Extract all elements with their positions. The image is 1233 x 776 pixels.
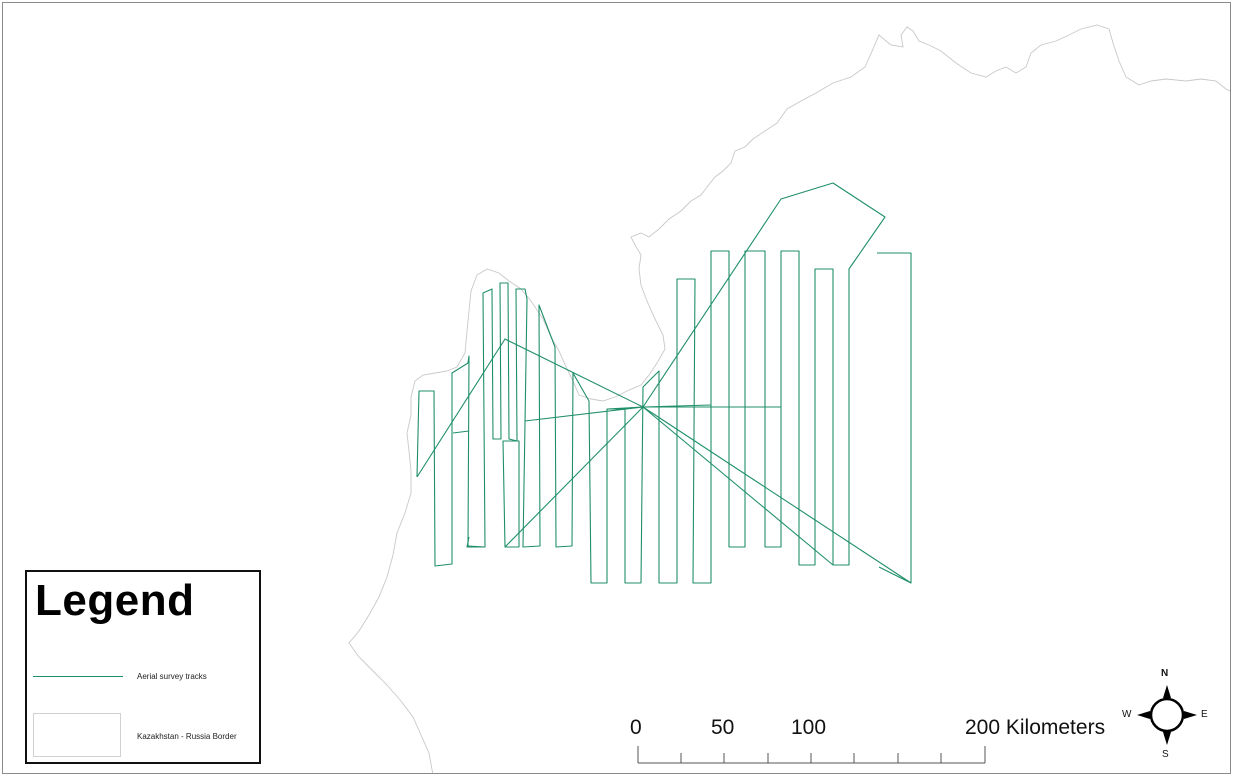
- survey-track-transit-5: [642, 406, 834, 566]
- scale-label-200: 200 Kilometers: [965, 716, 1106, 739]
- legend-label-tracks: Aerial survey tracks: [137, 672, 207, 681]
- survey-track-short-1: [452, 430, 470, 434]
- legend-title: Legend: [35, 576, 195, 625]
- scale-bar-graphic: [637, 746, 986, 764]
- aerial-survey-tracks: [416, 182, 912, 584]
- kazakhstan-russia-border: [348, 24, 1230, 773]
- compass-n: N: [1161, 668, 1169, 679]
- survey-track-east: [877, 252, 912, 584]
- map-canvas[interactable]: [3, 3, 1231, 774]
- compass-e: E: [1201, 709, 1208, 720]
- north-arrow-icon: [1137, 685, 1197, 745]
- survey-track-transit-7: [606, 404, 712, 410]
- compass-w: W: [1122, 709, 1132, 720]
- survey-track-swatch: [33, 676, 123, 677]
- survey-track-transit-1: [416, 338, 644, 478]
- compass-s: S: [1162, 749, 1169, 760]
- scale-label-100: 100: [791, 716, 827, 739]
- border-swatch: [33, 713, 121, 757]
- survey-track-short-2: [466, 536, 485, 548]
- scale-label-0: 0: [630, 716, 642, 739]
- survey-track-transit-4: [642, 406, 912, 584]
- survey-track-transit-6: [502, 440, 520, 548]
- survey-track-pattern: [416, 182, 886, 584]
- legend-box: Legend Aerial survey tracks Kazakhstan -…: [25, 570, 261, 764]
- scale-label-50: 50: [711, 716, 735, 739]
- survey-track-transit-2: [504, 406, 644, 548]
- legend-label-border: Kazakhstan - Russia Border: [137, 732, 237, 741]
